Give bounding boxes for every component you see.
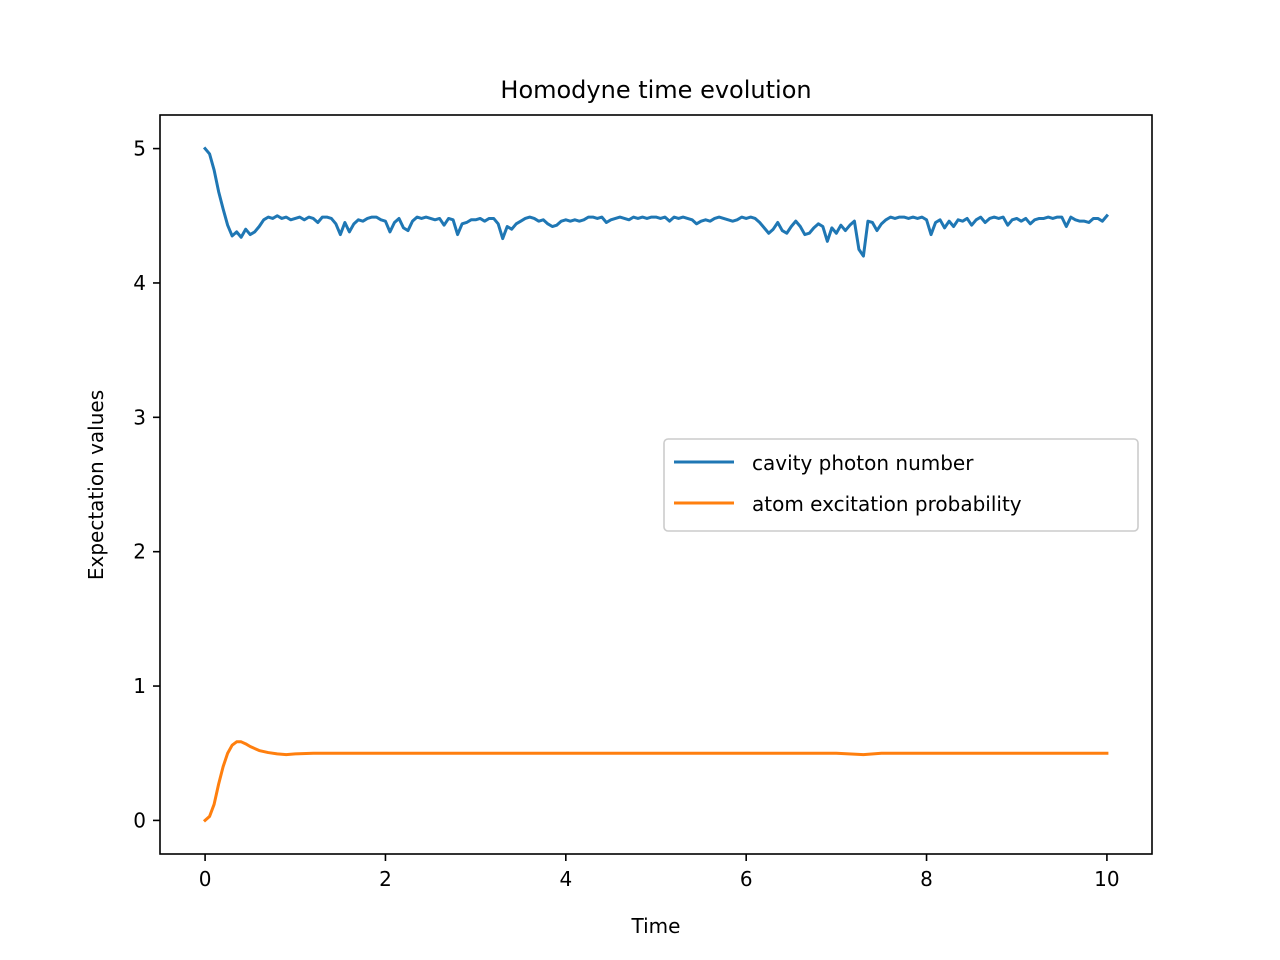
series-line-1	[202, 740, 1109, 823]
series-line-0	[202, 146, 1110, 258]
legend-box	[663, 438, 1139, 532]
x-tick-label: 10	[1094, 867, 1119, 891]
x-axis-label: Time	[631, 914, 681, 938]
y-tick-label: 0	[133, 808, 146, 832]
y-axis: 0 1 2 3 4 5	[133, 137, 160, 832]
legend-label-atom: atom excitation probability	[752, 492, 1022, 516]
y-tick-label: 3	[133, 405, 146, 429]
x-tick-label: 2	[379, 867, 392, 891]
x-tick-label: 0	[199, 867, 212, 891]
legend: cavity photon number atom excitation pro…	[663, 438, 1139, 532]
x-tick-label: 6	[740, 867, 753, 891]
series-layer	[202, 146, 1110, 823]
legend-label-cavity: cavity photon number	[752, 451, 974, 475]
plot-frame	[159, 114, 1153, 855]
x-tick-label: 8	[920, 867, 933, 891]
x-axis: 0 2 4 6 8 10	[199, 854, 1120, 891]
chart-title: Homodyne time evolution	[500, 76, 811, 104]
x-tick-label: 4	[559, 867, 572, 891]
y-axis-label: Expectation values	[84, 390, 108, 580]
y-tick-label: 1	[133, 674, 146, 698]
y-tick-label: 4	[133, 271, 146, 295]
y-tick-label: 5	[133, 137, 146, 161]
y-tick-label: 2	[133, 540, 146, 564]
